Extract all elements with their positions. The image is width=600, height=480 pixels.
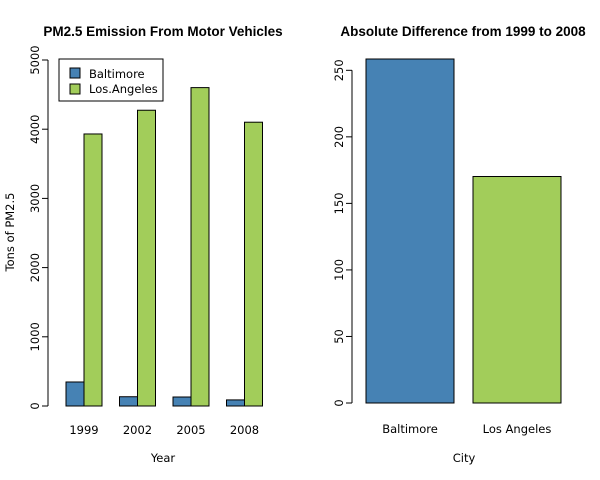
left-x-tick-label: 1999 xyxy=(69,423,98,437)
legend-label-los-angeles: Los.Angeles xyxy=(89,82,158,96)
left-x-tick-label: 2002 xyxy=(123,423,152,437)
left-x-tick-label: 2005 xyxy=(176,423,205,437)
bar-baltimore-2008 xyxy=(226,399,245,407)
bar-baltimore xyxy=(365,58,455,404)
legend-swatch-baltimore xyxy=(69,67,81,79)
legend-label-baltimore: Baltimore xyxy=(89,67,145,81)
right-x-axis-label: City xyxy=(453,451,476,465)
left-x-axis-label: Year xyxy=(150,451,176,465)
left-chart: PM2.5 Emission From Motor Vehicles Year … xyxy=(3,24,283,465)
left-chart-title: PM2.5 Emission From Motor Vehicles xyxy=(43,24,282,39)
bar-los-angeles-2005 xyxy=(190,87,210,407)
left-x-tick-label: 2008 xyxy=(230,423,259,437)
bar-baltimore-2005 xyxy=(172,396,192,407)
bar-baltimore-2002 xyxy=(119,396,138,407)
bar-los-angeles-1999 xyxy=(83,133,103,407)
right-x-tick-label: Baltimore xyxy=(382,422,438,436)
left-y-tick-label: 0 xyxy=(28,402,42,409)
left-y-axis-label: Tons of PM2.5 xyxy=(3,193,17,273)
right-y-axis: 0 50 100 150 200 250 xyxy=(332,59,353,407)
right-bars xyxy=(365,58,562,404)
left-y-tick-label: 3000 xyxy=(28,184,42,213)
right-y-tick-label: 200 xyxy=(332,126,346,148)
right-y-tick-label: 150 xyxy=(332,192,346,214)
right-chart-title: Absolute Difference from 1999 to 2008 xyxy=(340,24,586,39)
left-bars xyxy=(65,87,263,407)
right-chart: Absolute Difference from 1999 to 2008 Ci… xyxy=(332,24,586,465)
right-x-tick-label: Los Angeles xyxy=(483,422,552,436)
right-x-tick-labels: Baltimore Los Angeles xyxy=(382,422,551,436)
right-y-tick-label: 50 xyxy=(332,329,346,344)
bar-los-angeles xyxy=(472,176,562,404)
left-y-tick-label: 5000 xyxy=(28,45,42,74)
right-y-tick-label: 0 xyxy=(332,399,346,406)
legend: Baltimore Los.Angeles xyxy=(58,58,164,102)
bar-baltimore-1999 xyxy=(65,381,85,407)
left-y-tick-label: 1000 xyxy=(28,322,42,351)
bar-los-angeles-2008 xyxy=(244,121,263,407)
right-y-tick-label: 100 xyxy=(332,259,346,281)
left-y-tick-label: 2000 xyxy=(28,253,42,282)
bar-los-angeles-2002 xyxy=(137,109,156,407)
legend-swatch-los-angeles xyxy=(69,83,81,95)
left-x-tick-labels: 1999 2002 2005 2008 xyxy=(69,423,259,437)
right-y-tick-label: 250 xyxy=(332,59,346,81)
left-y-axis: 0 1000 2000 3000 4000 5000 xyxy=(28,45,49,410)
left-y-tick-label: 4000 xyxy=(28,115,42,144)
